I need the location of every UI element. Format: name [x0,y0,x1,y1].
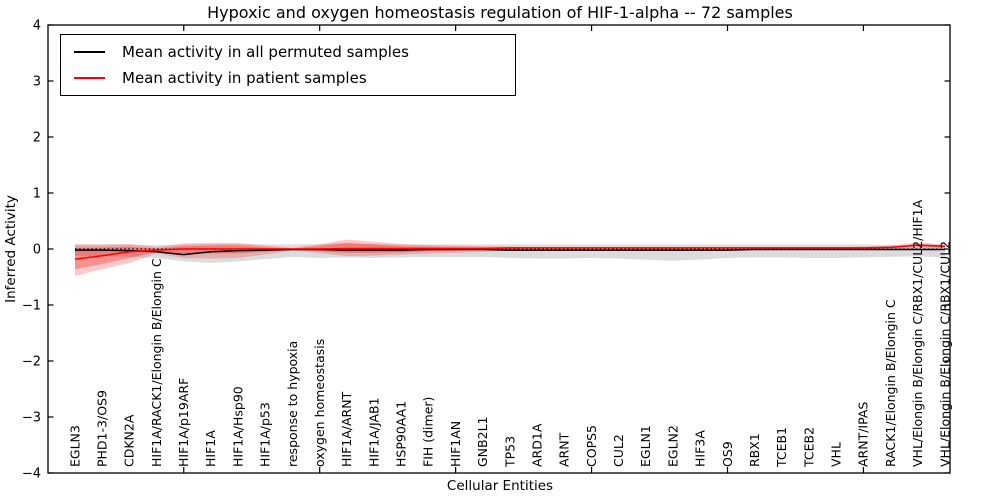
x-category-label: VHL/Elongin B/Elongin C/RBX1/CUL2/HIF1A [910,199,925,467]
x-category-label: HIF1A [203,430,218,467]
legend-label-patient: Mean activity in patient samples [122,69,367,87]
x-category-label: CUL2 [611,434,626,467]
x-category-label: FIH (dimer) [421,397,436,467]
x-category-label: response to hypoxia [285,341,300,467]
y-tick-label: −4 [22,467,41,482]
chart-title: Hypoxic and oxygen homeostasis regulatio… [207,3,793,22]
legend-item-patient: Mean activity in patient samples [61,65,515,91]
x-category-label: HSP90AA1 [394,401,409,467]
x-category-label: COPS5 [584,425,599,467]
x-category-label: HIF1A/RACK1/Elongin B/Elongin C [149,258,164,467]
y-tick-label: 3 [33,75,41,90]
legend: Mean activity in all permuted samples Me… [60,34,516,96]
line-patient-mean [74,244,946,260]
y-tick-label: 0 [33,243,41,258]
y-tick-label: −1 [22,299,41,314]
y-tick-label: 2 [33,131,41,146]
x-category-label: HIF1A/JAB1 [366,397,381,467]
x-category-label: EGLN3 [67,425,82,467]
x-category-label: HIF1A/p19ARF [176,378,191,467]
y-axis-label: Inferred Activity [3,195,19,303]
x-category-label: HIF1A/Hsp90 [230,386,245,467]
line-permuted-mean [75,248,945,256]
x-category-label: RACK1/Elongin B/Elongin C [883,299,898,467]
x-category-label: HIF1A/ARNT [339,391,354,467]
legend-item-permuted: Mean activity in all permuted samples [61,39,515,65]
x-category-label: ARD1A [529,423,544,467]
x-category-label: TCEB1 [774,427,789,468]
x-category-label: EGLN1 [638,425,653,467]
x-category-label: ARNT/IPAS [856,402,871,467]
x-category-label: HIF1A/p53 [258,402,273,467]
legend-line-swatch-permuted [74,51,105,53]
y-tick-label: 4 [33,19,41,34]
x-category-label: RBX1 [747,433,762,467]
x-category-label: EGLN2 [665,425,680,467]
x-category-label: OS9 [720,441,735,467]
x-category-label: PHD1-3/OS9 [94,390,109,467]
x-category-label: TCEB2 [801,427,816,468]
legend-line-swatch-patient [74,77,105,79]
x-category-label: VHL/Elongin B/Elongin C/RBX1/CUL2 [937,241,952,467]
y-tick-label: −3 [22,411,41,426]
x-category-label: HIF3A [693,430,708,467]
y-tick-label: 1 [33,187,41,202]
legend-label-permuted: Mean activity in all permuted samples [122,43,409,61]
x-category-label: GNB2L1 [475,417,490,467]
x-axis-label: Cellular Entities [446,478,554,494]
x-category-label: CDKN2A [122,414,137,467]
x-category-label: ARNT [557,432,572,467]
x-category-label: VHL [829,442,844,467]
x-category-label: TP53 [502,436,517,468]
x-category-label: oxygen homeostasis [312,339,327,467]
y-tick-label: −2 [22,355,41,370]
x-category-label: HIF1AN [448,421,463,467]
